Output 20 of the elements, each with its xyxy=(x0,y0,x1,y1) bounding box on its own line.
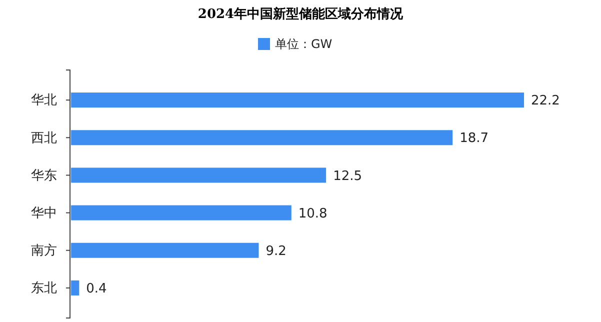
y-tick-label: 华中 xyxy=(31,206,57,221)
data-label: 12.5 xyxy=(333,168,362,184)
bar xyxy=(71,168,326,183)
y-tick-label: 东北 xyxy=(31,281,57,296)
bar xyxy=(71,205,292,220)
y-tick-label: 华东 xyxy=(31,168,57,184)
bar xyxy=(71,130,453,146)
y-tick-label: 南方 xyxy=(31,242,57,259)
bar xyxy=(71,242,259,258)
bar xyxy=(71,92,524,108)
chart-title: 2024年中国新型储能区域分布情况 xyxy=(198,6,404,22)
data-label: 10.8 xyxy=(298,206,328,222)
bar xyxy=(71,280,80,296)
y-tick-label: 华北 xyxy=(31,93,57,108)
y-tick-label: 西北 xyxy=(31,130,57,146)
legend-label: 单位：GW xyxy=(275,37,332,52)
data-label: 0.4 xyxy=(86,281,107,296)
data-label: 22.2 xyxy=(531,94,560,109)
data-label: 9.2 xyxy=(266,244,286,259)
data-label: 18.7 xyxy=(460,131,489,146)
